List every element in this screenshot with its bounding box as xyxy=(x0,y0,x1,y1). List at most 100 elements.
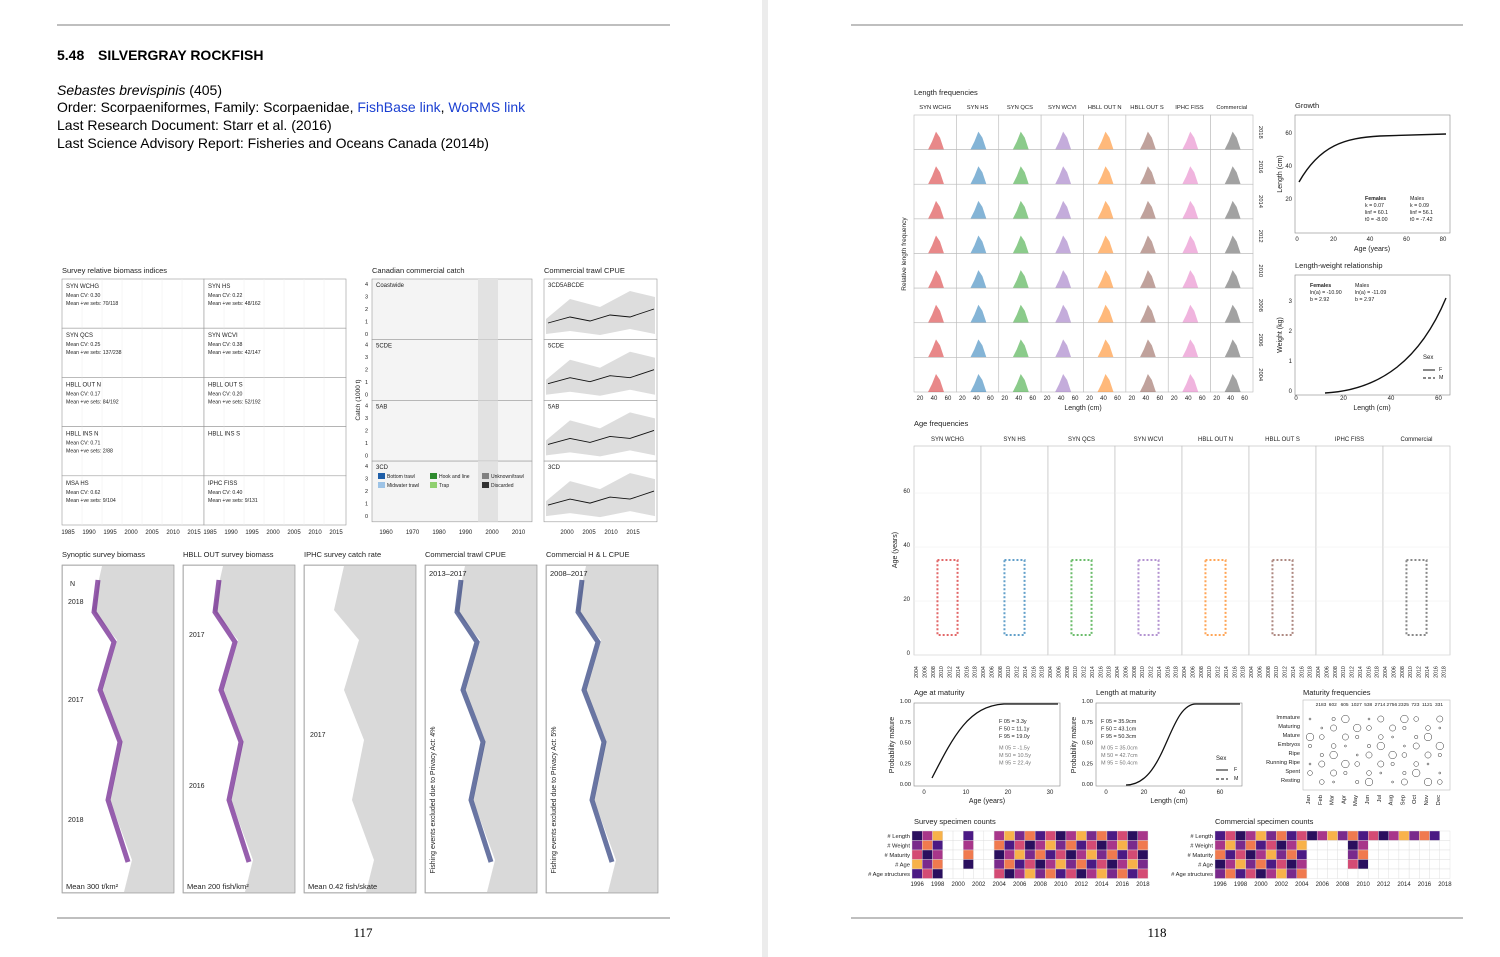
count-cell xyxy=(1225,868,1236,879)
bubble xyxy=(1426,762,1430,766)
y-tick-label: 0.25 xyxy=(900,761,911,767)
x-tick-label: Sep xyxy=(1400,795,1406,805)
x-tick-label: Oct xyxy=(1412,795,1418,804)
ribbon xyxy=(546,412,655,457)
y-tick-label: 20 xyxy=(1285,197,1292,203)
count-cell xyxy=(1388,849,1400,860)
x-tick-label: 2016 xyxy=(1098,666,1104,678)
taxonomy-line: Order: Scorpaeniformes, Family: Scorpaen… xyxy=(57,99,526,115)
count-cell xyxy=(1368,859,1379,870)
count-cell xyxy=(932,859,943,870)
panel xyxy=(203,475,347,526)
histogram-shape xyxy=(970,374,987,392)
count-cell xyxy=(1137,859,1149,870)
map-footer: Mean 0.42 fish/skate xyxy=(308,882,377,891)
bubble xyxy=(1330,743,1337,749)
count-cell xyxy=(1055,868,1067,879)
x-tick-label: 2008 xyxy=(1400,666,1406,678)
stat: t0 = -8.00 xyxy=(1365,217,1388,223)
count-cell xyxy=(1096,868,1108,879)
histogram-shape xyxy=(970,235,987,254)
link[interactable]: FishBase link xyxy=(357,99,441,115)
histogram-shape xyxy=(928,339,944,358)
axis-label: Age (years) xyxy=(1354,246,1390,253)
histogram-shape xyxy=(1012,166,1029,185)
figure-title: Length-weight relationship xyxy=(1295,261,1383,270)
count-cell xyxy=(1276,849,1287,860)
x-tick-label: 2010 xyxy=(1006,666,1012,678)
y-tick-label: 2 xyxy=(365,489,368,495)
x-tick-label: 60 xyxy=(987,396,994,402)
map-label: 2018 xyxy=(68,599,84,606)
count-cell xyxy=(1306,830,1318,841)
map-label: 2016 xyxy=(189,783,205,790)
count-cell xyxy=(1225,840,1236,851)
x-tick-label: 60 xyxy=(1435,396,1442,402)
x-tick-label: 2004 xyxy=(981,666,987,678)
count-cell xyxy=(1034,859,1046,870)
column-header: SYN WCVI xyxy=(1048,105,1077,111)
legend-swatch xyxy=(378,473,385,479)
x-tick-label: 1995 xyxy=(103,530,117,536)
histogram-shape xyxy=(928,166,944,185)
map-footer: Mean 200 fish/km² xyxy=(187,882,249,891)
bubble xyxy=(1423,732,1433,742)
axis-label: Probability mature xyxy=(889,717,896,774)
y-tick-label: 3 xyxy=(365,416,368,422)
count-cell xyxy=(1034,830,1046,841)
count-cell xyxy=(1004,859,1015,870)
axis-label: Age (years) xyxy=(969,798,1005,805)
count-cell xyxy=(1096,840,1108,851)
count-cell xyxy=(1024,830,1036,841)
count-cell xyxy=(963,859,974,870)
bubble xyxy=(1388,750,1397,760)
y-tick-label: 1.00 xyxy=(900,699,911,705)
link[interactable]: WoRMS link xyxy=(448,99,526,115)
legend-label: Bottom trawl xyxy=(387,474,415,480)
y-tick-label: 1.00 xyxy=(1082,699,1093,705)
map-label: 2017 xyxy=(189,632,205,639)
count-cell xyxy=(1419,868,1430,879)
histogram-shape xyxy=(1182,131,1199,150)
x-tick-label: 10 xyxy=(963,790,970,796)
category-label: Ripe xyxy=(1288,751,1300,757)
x-tick-label: 2006 xyxy=(1391,666,1397,678)
panel-stat: Mean +ve sets: 9/104 xyxy=(66,498,116,504)
row-label: # Age xyxy=(895,863,910,869)
year-label: 2012 xyxy=(1257,230,1263,243)
x-tick-label: 2010 xyxy=(1408,666,1414,678)
bubble xyxy=(1437,753,1442,757)
bubble xyxy=(1378,734,1384,740)
x-tick-label: 20 xyxy=(917,396,924,402)
x-tick-label: 2008 xyxy=(1266,666,1272,678)
x-tick-label: 40 xyxy=(1185,396,1192,402)
panel xyxy=(203,327,347,378)
count-cell xyxy=(1255,849,1267,860)
legend-label: Hook and line xyxy=(439,474,470,480)
count-cell xyxy=(911,849,923,860)
stat: F 95 = 50.3cm xyxy=(1101,734,1137,740)
count-cell xyxy=(1276,840,1287,851)
x-tick-label: 2006 xyxy=(1190,666,1196,678)
x-tick-label: 20 xyxy=(1086,396,1093,402)
count-cell xyxy=(1306,868,1318,879)
count-cell xyxy=(1429,859,1440,870)
count-cell xyxy=(1055,830,1067,841)
histogram-shape xyxy=(1224,166,1241,185)
histogram-shape xyxy=(1224,374,1241,392)
count-cell xyxy=(1398,830,1410,841)
count-cell xyxy=(1327,849,1338,860)
map-label: 2017 xyxy=(68,697,84,704)
x-tick-label: Jul xyxy=(1377,795,1383,802)
count-cell xyxy=(963,840,974,851)
category-label: Spent xyxy=(1285,769,1300,775)
bubble xyxy=(1332,780,1335,784)
x-tick-label: 1970 xyxy=(406,530,420,536)
x-tick-label: 2018 xyxy=(1107,666,1113,678)
count-cell xyxy=(1378,840,1389,851)
panel-stat: Mean +ve sets: 84/192 xyxy=(66,399,119,405)
panel xyxy=(913,322,957,358)
x-tick-label: 2018 xyxy=(1174,666,1180,678)
y-tick-label: 4 xyxy=(365,464,368,470)
column-header: SYN QCS xyxy=(1068,437,1095,443)
